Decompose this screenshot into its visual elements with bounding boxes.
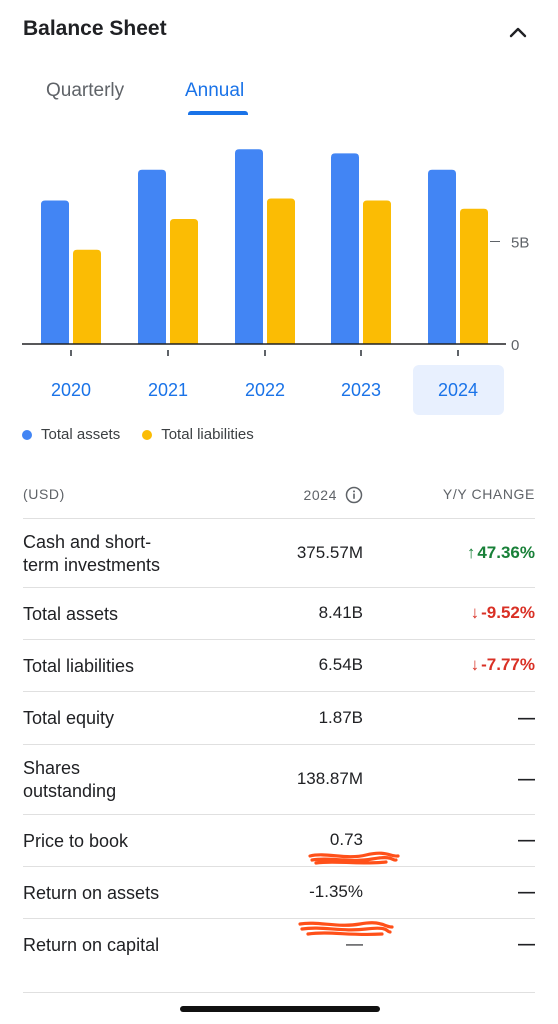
row-value: 375.57M: [296, 543, 363, 562]
row-change: —: [518, 708, 535, 728]
row-label-line: Total liabilities: [23, 656, 135, 676]
row-label: Total equity: [23, 707, 114, 730]
row-value: 1.87B: [318, 708, 363, 727]
row-value: 138.87M: [296, 769, 363, 788]
chart-legend: Total assets Total liabilities: [22, 426, 276, 443]
row-change-value: 47.36%: [477, 543, 535, 562]
balance-sheet-chart: 2020 2021 2022 2023 2024 0 5B: [22, 149, 529, 415]
period-tabs: Quarterly Annual: [0, 76, 558, 118]
x-tick-label-2021[interactable]: 2021: [148, 380, 188, 400]
row-value: 6.54B: [318, 655, 363, 674]
row-label: Total assets: [23, 603, 118, 626]
bar-total-assets-2020[interactable]: [41, 200, 69, 345]
row-change: ↑ 47.36%: [467, 543, 535, 563]
year-header: 2024: [303, 486, 363, 504]
row-change-value: —: [518, 708, 535, 727]
arrow-down-icon: ↓: [470, 603, 480, 622]
info-icon[interactable]: [345, 486, 363, 504]
row-change: —: [518, 830, 535, 850]
section-header: Balance Sheet: [0, 0, 558, 62]
change-header: Y/Y CHANGE: [442, 486, 535, 502]
row-label: Price to book: [23, 830, 128, 853]
row-label-line: term investments: [23, 555, 161, 575]
row-change: —: [518, 882, 535, 902]
row-label: Return on assets: [23, 882, 159, 905]
row-change-value: —: [518, 934, 535, 953]
bar-total-liabilities-2022[interactable]: [267, 198, 295, 344]
arrow-down-icon: ↓: [470, 655, 480, 674]
legend-label-total-liabilities: Total liabilities: [161, 426, 254, 443]
row-label-line: Cash and short-: [23, 532, 152, 552]
row-value: -1.35%: [309, 882, 363, 901]
row-value: —: [346, 934, 363, 953]
x-tick-label-2022[interactable]: 2022: [245, 380, 285, 400]
annotation-scribble-price-to-book: [308, 851, 400, 865]
legend-item-total-liabilities: Total liabilities: [142, 426, 254, 443]
table-row: Total assets 8.41B ↓ -9.52%: [23, 587, 535, 639]
currency-header: (USD): [23, 486, 65, 502]
bar-total-liabilities-2020[interactable]: [73, 249, 101, 344]
bar-total-assets-2024[interactable]: [428, 169, 456, 344]
tab-quarterly[interactable]: Quarterly: [46, 80, 125, 101]
year-header-label: 2024: [303, 487, 337, 503]
tab-annual[interactable]: Annual: [185, 80, 245, 101]
row-label: Return on capital: [23, 934, 159, 957]
row-label: Cash and short-term investments: [23, 531, 160, 577]
table-row: Return on assets -1.35% —: [23, 866, 535, 918]
row-change-value: —: [518, 830, 535, 849]
bar-total-liabilities-2021[interactable]: [170, 218, 198, 344]
table-row: Shares outstanding 138.87M —: [23, 744, 535, 814]
y-tick-label: 5B: [511, 235, 529, 252]
row-change-value: -7.77%: [481, 655, 535, 674]
bar-total-assets-2022[interactable]: [235, 149, 263, 344]
table-bottom-divider: [23, 992, 535, 993]
chevron-up-icon: [509, 27, 527, 38]
legend-item-total-assets: Total assets: [22, 426, 120, 443]
row-change: ↓ -9.52%: [471, 603, 535, 623]
legend-dot-total-liabilities: [142, 429, 153, 440]
bar-total-liabilities-2023[interactable]: [363, 200, 391, 345]
row-label-line: Return on assets: [23, 883, 160, 903]
selected-year-highlight: [413, 365, 504, 415]
active-tab-indicator: [188, 111, 248, 115]
row-value: 0.73: [329, 830, 363, 849]
row-change: —: [518, 769, 535, 789]
x-tick-label-2020[interactable]: 2020: [51, 380, 91, 400]
x-tick-label-2024[interactable]: 2024: [438, 380, 478, 400]
row-label: Shares outstanding: [23, 757, 116, 803]
row-change-value: —: [518, 769, 535, 788]
bar-total-assets-2021[interactable]: [138, 169, 166, 344]
row-change-value: —: [518, 882, 535, 901]
row-label-line: Price to book: [23, 831, 129, 851]
legend-label-total-assets: Total assets: [41, 426, 121, 443]
annotation-scribble-return-on-capital: [298, 921, 394, 937]
home-indicator: [180, 1006, 380, 1012]
y-tick-label: 0: [511, 337, 519, 354]
row-label-line: Total assets: [23, 604, 119, 624]
row-change: —: [518, 934, 535, 954]
table-row: Cash and short-term investments 375.57M ↑ 4…: [23, 518, 535, 587]
row-value: 8.41B: [318, 603, 363, 622]
arrow-up-icon: ↑: [466, 543, 476, 562]
row-label-line: Total equity: [23, 708, 115, 728]
row-label-line: Return on capital: [23, 935, 160, 955]
table-row: Price to book 0.73 —: [23, 814, 535, 866]
table-row: Total liabilities 6.54B ↓ -7.77%: [23, 639, 535, 691]
bar-total-assets-2023[interactable]: [331, 153, 359, 344]
collapse-button[interactable]: [504, 18, 532, 46]
bar-total-liabilities-2024[interactable]: [460, 208, 488, 344]
row-label-line: Shares: [23, 758, 81, 778]
row-label: Total liabilities: [23, 655, 134, 678]
row-label-line: outstanding: [23, 781, 117, 801]
section-title: Balance Sheet: [23, 17, 167, 40]
table-row: Total equity 1.87B —: [23, 691, 535, 744]
row-change-value: -9.52%: [481, 603, 535, 622]
legend-dot-total-assets: [22, 429, 32, 440]
table-row: Return on capital — —: [23, 918, 535, 970]
x-tick-label-2023[interactable]: 2023: [341, 380, 381, 400]
row-change: ↓ -7.77%: [471, 655, 535, 675]
table-header: (USD) 2024 Y/Y CHANGE: [0, 482, 558, 518]
